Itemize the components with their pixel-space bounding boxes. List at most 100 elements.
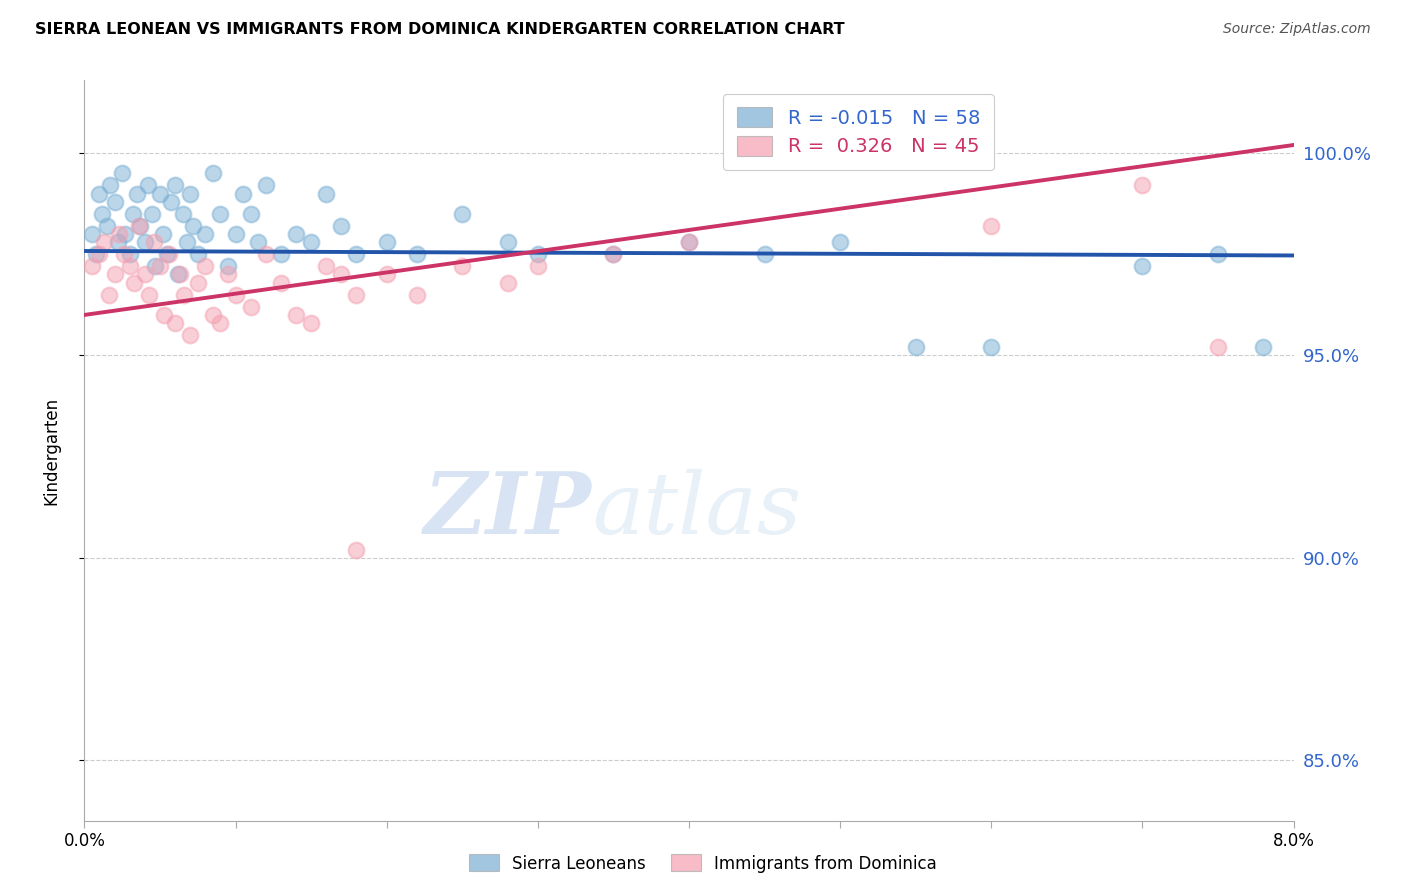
Point [496,235,519,249]
Point [209,207,232,221]
Point [152,227,174,241]
Point [159,194,181,209]
Point [284,308,308,322]
Point [346,287,368,301]
Point [114,227,136,241]
Point [104,268,127,282]
Point [678,235,700,249]
Point [141,207,163,221]
Point [330,219,353,233]
Point [89,247,111,261]
Point [406,287,429,301]
Point [254,247,277,261]
Point [194,260,217,274]
Point [89,186,111,201]
Point [121,207,143,221]
Y-axis label: Kindergarten: Kindergarten [42,396,60,505]
Point [678,235,700,249]
Point [80,227,103,241]
Point [239,207,262,221]
Point [145,260,167,274]
Point [217,268,239,282]
Point [96,219,118,233]
Point [187,247,209,261]
Point [107,235,129,249]
Point [346,542,368,557]
Point [830,235,852,249]
Point [165,178,187,193]
Point [91,207,114,221]
Point [980,219,1002,233]
Point [149,260,172,274]
Point [239,300,262,314]
Point [134,268,156,282]
Point [128,219,150,233]
Point [270,247,292,261]
Point [93,235,115,249]
Point [181,219,204,233]
Text: atlas: atlas [592,468,801,551]
Point [375,268,398,282]
Point [201,166,224,180]
Point [194,227,217,241]
Point [527,260,550,274]
Point [80,260,103,274]
Point [830,154,852,169]
Point [451,207,474,221]
Legend: R = -0.015   N = 58, R =  0.326   N = 45: R = -0.015 N = 58, R = 0.326 N = 45 [724,94,994,169]
Point [270,276,292,290]
Point [980,340,1002,354]
Point [129,219,152,233]
Point [118,247,141,261]
Point [225,287,247,301]
Point [157,247,180,261]
Point [527,247,550,261]
Point [98,178,121,193]
Point [496,276,519,290]
Point [602,247,624,261]
Point [346,247,368,261]
Point [299,316,322,330]
Point [169,268,191,282]
Point [112,247,135,261]
Point [136,178,159,193]
Point [118,260,141,274]
Point [179,328,201,343]
Point [173,287,195,301]
Text: ZIP: ZIP [425,468,592,551]
Point [284,227,308,241]
Point [375,235,398,249]
Point [138,287,160,301]
Point [201,308,224,322]
Point [122,276,145,290]
Text: SIERRA LEONEAN VS IMMIGRANTS FROM DOMINICA KINDERGARTEN CORRELATION CHART: SIERRA LEONEAN VS IMMIGRANTS FROM DOMINI… [35,22,845,37]
Point [111,166,134,180]
Point [179,186,201,201]
Point [247,235,270,249]
Point [153,308,176,322]
Point [315,260,337,274]
Point [142,235,165,249]
Point [167,268,190,282]
Legend: Sierra Leoneans, Immigrants from Dominica: Sierra Leoneans, Immigrants from Dominic… [463,847,943,880]
Point [1206,247,1229,261]
Point [149,186,172,201]
Point [165,316,187,330]
Point [134,235,156,249]
Point [602,247,624,261]
Point [156,247,179,261]
Point [176,235,198,249]
Point [904,340,927,354]
Point [172,207,194,221]
Point [1253,340,1275,354]
Point [97,287,120,301]
Point [225,227,247,241]
Point [451,260,474,274]
Point [209,316,232,330]
Point [127,186,149,201]
Point [1206,340,1229,354]
Point [187,276,209,290]
Point [254,178,277,193]
Point [330,268,353,282]
Point [1132,260,1154,274]
